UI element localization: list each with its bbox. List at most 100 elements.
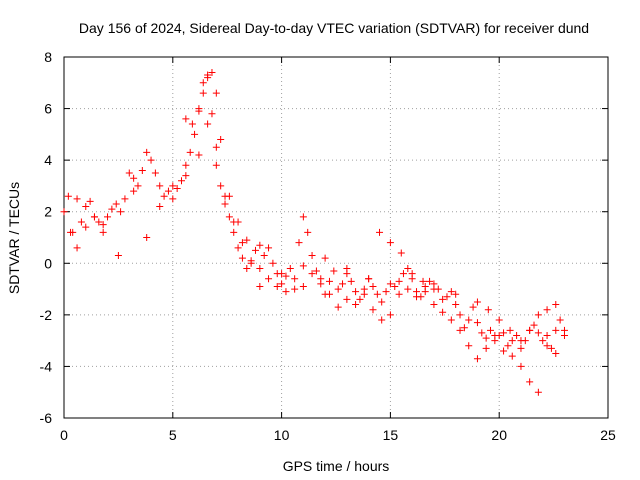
- data-point: [543, 306, 551, 314]
- x-tick-label: 25: [600, 427, 616, 443]
- data-point: [486, 326, 494, 334]
- y-tick-label: 0: [44, 255, 52, 271]
- data-point: [204, 120, 212, 128]
- data-point: [156, 203, 164, 211]
- data-point: [77, 218, 85, 226]
- data-point: [382, 288, 390, 296]
- data-point: [73, 244, 81, 252]
- data-point: [173, 185, 181, 193]
- data-point: [352, 288, 360, 296]
- data-point: [208, 110, 216, 118]
- data-point: [419, 277, 427, 285]
- data-point: [495, 316, 503, 324]
- data-point: [247, 257, 255, 265]
- data-point: [82, 203, 90, 211]
- data-point: [82, 223, 90, 231]
- data-point: [273, 282, 281, 290]
- data-point: [169, 195, 177, 203]
- data-point: [125, 169, 133, 177]
- data-point: [278, 280, 286, 288]
- data-point: [556, 316, 564, 324]
- data-point: [543, 342, 551, 350]
- data-point: [217, 136, 225, 144]
- data-point: [539, 337, 547, 345]
- data-point: [430, 301, 438, 309]
- data-point: [260, 252, 268, 260]
- data-point: [178, 177, 186, 185]
- data-point: [506, 326, 514, 334]
- data-point: [225, 213, 233, 221]
- data-point: [169, 182, 177, 190]
- data-point: [334, 303, 342, 311]
- data-point: [547, 344, 555, 352]
- data-point: [469, 303, 477, 311]
- data-point: [265, 244, 273, 252]
- data-point: [395, 277, 403, 285]
- data-point: [439, 308, 447, 316]
- data-point: [552, 326, 560, 334]
- data-point: [147, 156, 155, 164]
- data-point: [265, 275, 273, 283]
- data-point: [334, 285, 342, 293]
- x-tick-label: 20: [491, 427, 507, 443]
- data-point: [560, 331, 568, 339]
- data-point: [352, 301, 360, 309]
- data-point: [195, 151, 203, 159]
- data-point: [182, 172, 190, 180]
- data-point: [191, 130, 199, 138]
- y-tick-label: 6: [44, 101, 52, 117]
- data-point: [347, 277, 355, 285]
- data-point: [447, 316, 455, 324]
- data-point: [225, 192, 233, 200]
- y-tick-label: 2: [44, 204, 52, 220]
- data-point: [517, 344, 525, 352]
- data-point: [230, 228, 238, 236]
- data-point: [365, 275, 373, 283]
- data-point: [64, 192, 72, 200]
- data-point: [304, 228, 312, 236]
- data-point: [421, 288, 429, 296]
- data-point: [278, 270, 286, 278]
- data-point: [256, 282, 264, 290]
- data-point: [212, 89, 220, 97]
- data-point: [212, 143, 220, 151]
- data-point: [339, 280, 347, 288]
- data-point: [376, 228, 384, 236]
- x-tick-label: 5: [169, 427, 177, 443]
- data-point: [508, 337, 516, 345]
- data-point: [517, 337, 525, 345]
- x-tick-label: 15: [383, 427, 399, 443]
- data-point: [199, 89, 207, 97]
- data-point: [452, 301, 460, 309]
- data-point: [491, 331, 499, 339]
- data-point: [99, 221, 107, 229]
- data-point: [164, 187, 172, 195]
- series-group: [60, 71, 568, 352]
- y-tick-label: 8: [44, 49, 52, 65]
- data-points: [60, 68, 568, 396]
- data-point: [452, 290, 460, 298]
- data-point: [552, 350, 560, 358]
- data-point: [513, 331, 521, 339]
- data-point: [221, 200, 229, 208]
- data-point: [404, 264, 412, 272]
- data-point: [186, 148, 194, 156]
- data-point: [143, 234, 151, 241]
- data-point: [426, 277, 434, 285]
- data-point: [86, 197, 94, 205]
- data-point: [291, 275, 299, 283]
- data-point: [473, 355, 481, 363]
- data-point: [151, 169, 159, 177]
- data-point: [114, 252, 122, 260]
- data-point: [73, 195, 81, 203]
- data-point: [395, 290, 403, 298]
- data-point: [282, 288, 290, 296]
- data-point: [543, 331, 551, 339]
- plot-frame: [63, 56, 609, 419]
- data-point: [534, 311, 542, 319]
- data-point: [439, 295, 447, 303]
- data-point: [473, 298, 481, 306]
- data-point: [430, 285, 438, 293]
- data-point: [256, 264, 264, 272]
